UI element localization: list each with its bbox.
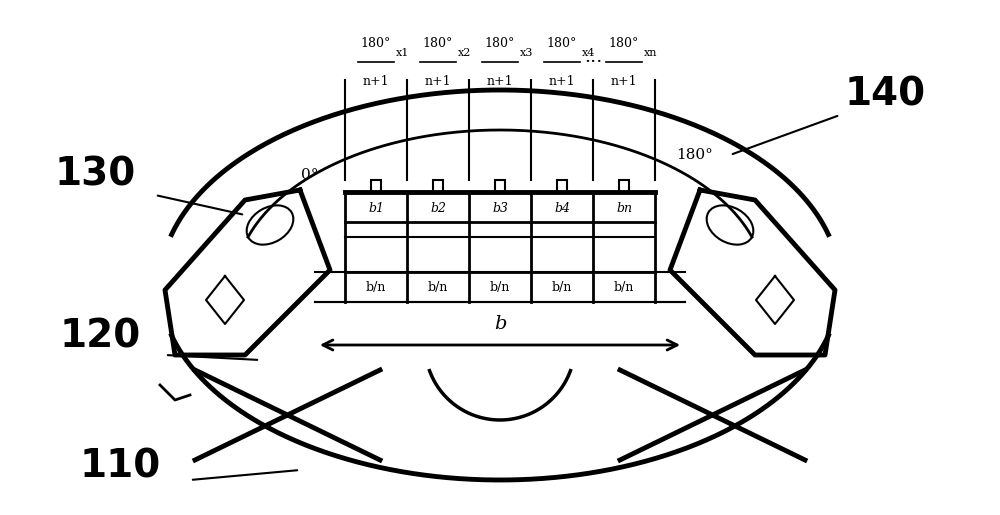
- Text: 180°: 180°: [423, 37, 453, 50]
- Text: x4: x4: [582, 48, 595, 58]
- Text: n+1: n+1: [363, 75, 389, 88]
- Text: b: b: [494, 315, 506, 333]
- Text: 180°: 180°: [609, 37, 639, 50]
- Text: x2: x2: [458, 48, 471, 58]
- Text: b/n: b/n: [614, 281, 634, 294]
- Text: b/n: b/n: [490, 281, 510, 294]
- Text: 0°: 0°: [301, 168, 319, 182]
- Text: x3: x3: [520, 48, 533, 58]
- Text: b/n: b/n: [428, 281, 448, 294]
- Text: n+1: n+1: [425, 75, 451, 88]
- Text: 180°: 180°: [547, 37, 577, 50]
- Text: b1: b1: [368, 202, 384, 215]
- Text: n+1: n+1: [549, 75, 575, 88]
- Text: n+1: n+1: [487, 75, 513, 88]
- Text: 130: 130: [55, 155, 136, 193]
- Text: b2: b2: [430, 202, 446, 215]
- Text: 180°: 180°: [361, 37, 391, 50]
- Bar: [557, 180, 567, 192]
- Text: 180°: 180°: [485, 37, 515, 50]
- Bar: [619, 180, 629, 192]
- Text: 120: 120: [60, 318, 141, 356]
- Text: b/n: b/n: [366, 281, 386, 294]
- Bar: [371, 180, 381, 192]
- Text: n+1: n+1: [611, 75, 637, 88]
- Text: xn: xn: [644, 48, 658, 58]
- Text: b/n: b/n: [552, 281, 572, 294]
- Text: 140: 140: [845, 75, 926, 113]
- Text: b3: b3: [492, 202, 508, 215]
- Bar: [495, 180, 505, 192]
- Text: ···: ···: [584, 53, 602, 71]
- Text: x1: x1: [396, 48, 409, 58]
- Text: b4: b4: [554, 202, 570, 215]
- Bar: [433, 180, 443, 192]
- Text: bn: bn: [616, 202, 632, 215]
- Text: 180°: 180°: [677, 148, 713, 162]
- Text: 110: 110: [80, 448, 161, 486]
